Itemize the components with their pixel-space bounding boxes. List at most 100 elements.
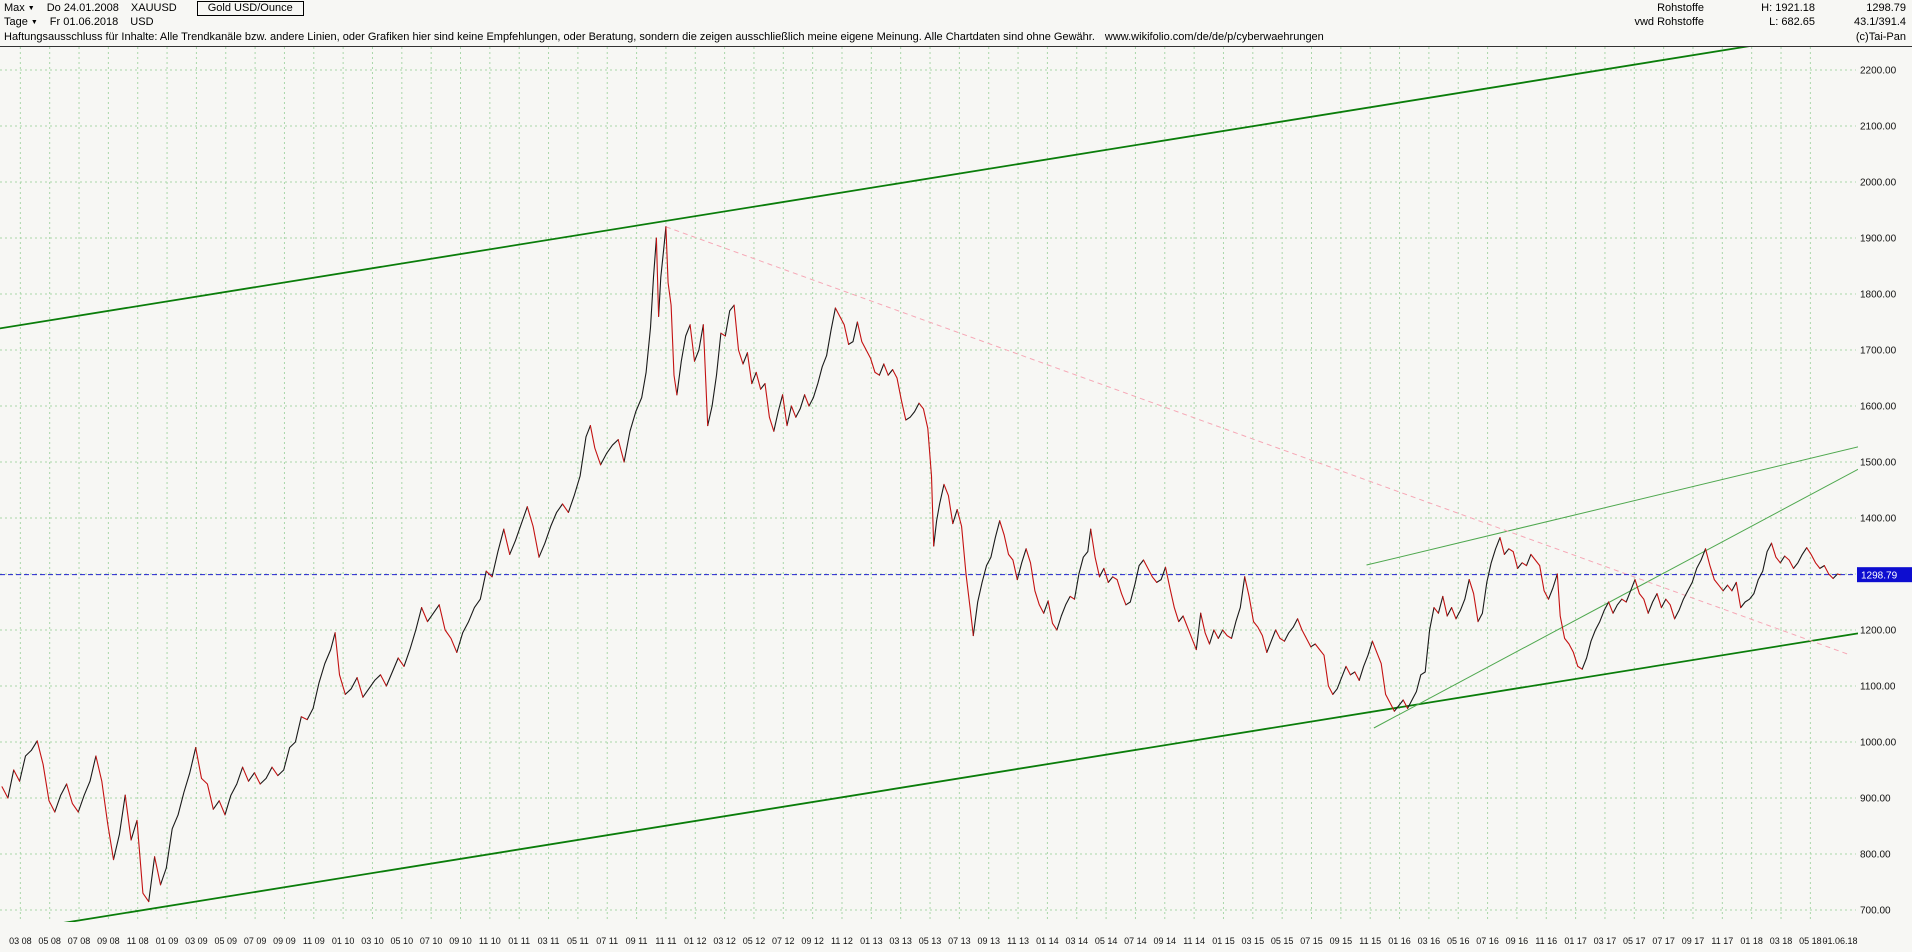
x-axis-label: 01 16 xyxy=(1388,936,1411,946)
symbol-label: XAUUSD xyxy=(130,2,177,14)
x-axis-label: 09 12 xyxy=(801,936,824,946)
downtrend-line-from-ath xyxy=(665,226,1851,656)
x-axis-label: 09 13 xyxy=(977,936,1000,946)
x-axis-label: 01 18 xyxy=(1740,936,1763,946)
x-axis-label: 07 08 xyxy=(68,936,91,946)
x-axis-label: 01 09 xyxy=(156,936,179,946)
source-label: vwd Rohstoffe xyxy=(1634,16,1704,28)
x-axis-label: 07 11 xyxy=(596,936,618,946)
support-line-2016 xyxy=(1373,468,1858,729)
range-selector-label: Max xyxy=(4,2,25,14)
chevron-down-icon: ▼ xyxy=(30,18,38,26)
range-selector[interactable]: Max ▼ xyxy=(4,2,35,14)
x-axis-label: 05 10 xyxy=(391,936,414,946)
category-label: Rohstoffe xyxy=(1657,2,1704,14)
x-axis-label: 01 10 xyxy=(332,936,355,946)
y-axis-label: 1000.00 xyxy=(1860,738,1897,749)
y-axis-label: 2000.00 xyxy=(1860,178,1897,189)
x-axis-label: 11 12 xyxy=(831,936,853,946)
x-axis-label: 05 17 xyxy=(1623,936,1646,946)
x-axis-label: 07 17 xyxy=(1652,936,1675,946)
x-axis-label: 11 17 xyxy=(1711,936,1733,946)
period-selector-label: Tage xyxy=(4,16,28,28)
x-axis-label: 05 11 xyxy=(567,936,589,946)
x-axis-label: 07 13 xyxy=(948,936,971,946)
chart-header: Max ▼ Do 24.01.2008 XAUUSD Gold USD/Ounc… xyxy=(0,0,1912,30)
x-axis-label: 03 08 xyxy=(9,936,32,946)
x-axis-label: 09 14 xyxy=(1154,936,1177,946)
range-stat: 43.1/391.4 xyxy=(1854,16,1906,28)
x-axis-label: 05 12 xyxy=(743,936,766,946)
x-axis-label: 01 15 xyxy=(1212,936,1235,946)
copyright-label: (c)Tai-Pan xyxy=(1855,31,1906,43)
x-axis-label: 09 15 xyxy=(1330,936,1353,946)
x-axis-label: 05 09 xyxy=(214,936,237,946)
x-axis-end-label: 01.06.18 xyxy=(1822,936,1857,946)
y-axis-label: 2100.00 xyxy=(1860,122,1897,133)
x-axis-dash: - xyxy=(1824,936,1827,946)
start-date[interactable]: Do 24.01.2008 xyxy=(46,2,119,14)
x-axis-label: 09 10 xyxy=(449,936,472,946)
x-axis-label: 11 14 xyxy=(1183,936,1205,946)
disclaimer-text: Haftungsausschluss für Inhalte: Alle Tre… xyxy=(4,31,1095,43)
chevron-down-icon: ▼ xyxy=(27,4,35,12)
x-axis-label: 09 11 xyxy=(626,936,648,946)
disclaimer-bar: Haftungsausschluss für Inhalte: Alle Tre… xyxy=(0,30,1912,47)
x-axis-label: 09 16 xyxy=(1506,936,1529,946)
x-axis-label: 11 11 xyxy=(655,936,676,946)
x-axis-label: 05 14 xyxy=(1095,936,1118,946)
x-axis-label: 01 12 xyxy=(684,936,707,946)
current-price-badge-label: 1298.79 xyxy=(1861,570,1898,581)
y-axis-label: 2200.00 xyxy=(1860,66,1897,77)
x-axis-label: 03 17 xyxy=(1594,936,1617,946)
x-axis-label: 11 16 xyxy=(1535,936,1557,946)
wikifolio-link[interactable]: www.wikifolio.com/de/de/p/cyberwaehrunge… xyxy=(1104,31,1324,43)
price-line-down xyxy=(1,226,1841,903)
x-axis-label: 03 13 xyxy=(889,936,912,946)
last-price: 1298.79 xyxy=(1866,2,1906,14)
end-date[interactable]: Fr 01.06.2018 xyxy=(49,16,119,28)
y-axis-label: 1800.00 xyxy=(1860,290,1897,301)
x-axis-label: 01 11 xyxy=(508,936,530,946)
x-axis-label: 07 12 xyxy=(772,936,795,946)
y-axis-label: 800.00 xyxy=(1860,850,1891,861)
x-axis-label: 03 16 xyxy=(1418,936,1441,946)
x-axis-label: 03 11 xyxy=(538,936,560,946)
current-price-badge xyxy=(1857,567,1912,583)
currency-label: USD xyxy=(130,16,154,28)
y-axis-label: 1100.00 xyxy=(1860,682,1896,693)
x-axis-label: 09 08 xyxy=(97,936,120,946)
instrument-name-box: Gold USD/Ounce xyxy=(196,0,304,16)
x-axis-label: 05 08 xyxy=(38,936,61,946)
grid xyxy=(0,47,1856,922)
resistance-line-2016 xyxy=(1366,446,1858,566)
x-axis-label: 11 15 xyxy=(1359,936,1381,946)
chart-lines xyxy=(0,47,1858,922)
chart-controls: Max ▼ Do 24.01.2008 XAUUSD Gold USD/Ounc… xyxy=(0,0,304,30)
x-axis-label: 01 13 xyxy=(860,936,883,946)
y-axis-label: 1500.00 xyxy=(1860,458,1897,469)
x-axis-label: 05 13 xyxy=(919,936,942,946)
x-axis-label: 05 15 xyxy=(1271,936,1294,946)
x-axis-label: 01 14 xyxy=(1036,936,1059,946)
period-selector[interactable]: Tage ▼ xyxy=(4,16,38,28)
disclaimer-content: Haftungsausschluss für Inhalte: Alle Tre… xyxy=(4,30,1324,46)
x-axis-label: 07 16 xyxy=(1476,936,1499,946)
upper-trend-channel-line xyxy=(0,47,1750,330)
y-axis-label: 1200.00 xyxy=(1860,626,1897,637)
x-axis-label: 11 10 xyxy=(479,936,501,946)
x-axis-label: 11 08 xyxy=(127,936,149,946)
x-axis-label: 09 17 xyxy=(1682,936,1705,946)
x-axis-label: 11 13 xyxy=(1007,936,1029,946)
x-axis-label: 07 09 xyxy=(244,936,267,946)
x-axis-label: 07 10 xyxy=(420,936,443,946)
x-axis-label: 03 12 xyxy=(713,936,736,946)
y-axis-label: 700.00 xyxy=(1860,906,1891,917)
x-axis-label: 03 15 xyxy=(1242,936,1265,946)
low-value: L: 682.65 xyxy=(1769,16,1815,28)
y-axis-label: 1700.00 xyxy=(1860,346,1897,357)
y-axis-label: 1400.00 xyxy=(1860,514,1897,525)
y-axis-label: 1900.00 xyxy=(1860,234,1897,245)
x-axis-label: 01 17 xyxy=(1564,936,1587,946)
